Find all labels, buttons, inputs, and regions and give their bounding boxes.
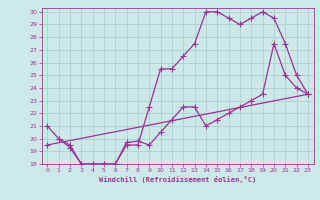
X-axis label: Windchill (Refroidissement éolien,°C): Windchill (Refroidissement éolien,°C) [99,176,256,183]
